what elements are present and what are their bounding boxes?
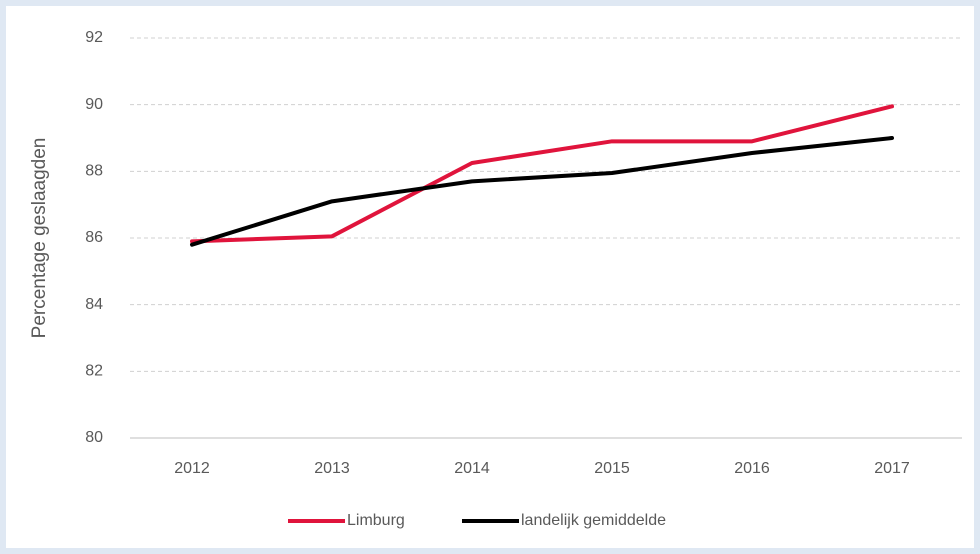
y-tick-label: 88	[85, 163, 103, 180]
y-tick-label: 82	[85, 363, 103, 380]
x-tick-label: 2013	[314, 460, 350, 477]
data-line	[190, 104, 894, 244]
y-tick-label: 86	[85, 229, 103, 246]
x-tick-label: 2012	[174, 460, 210, 477]
y-tick-label: 80	[85, 429, 103, 446]
x-tick-label: 2014	[454, 460, 490, 477]
legend-label: Limburg	[347, 512, 405, 529]
y-tick-label: 84	[85, 296, 103, 313]
y-tick-label: 92	[85, 29, 103, 46]
x-tick-label: 2015	[594, 460, 630, 477]
x-tick-label: 2017	[874, 460, 910, 477]
x-tick-label: 2016	[734, 460, 770, 477]
chart-background	[6, 6, 974, 548]
y-axis-label: Percentage geslaagden	[29, 138, 50, 339]
y-tick-label: 90	[85, 96, 103, 113]
legend-label: landelijk gemiddelde	[521, 512, 666, 529]
data-line	[190, 136, 894, 247]
